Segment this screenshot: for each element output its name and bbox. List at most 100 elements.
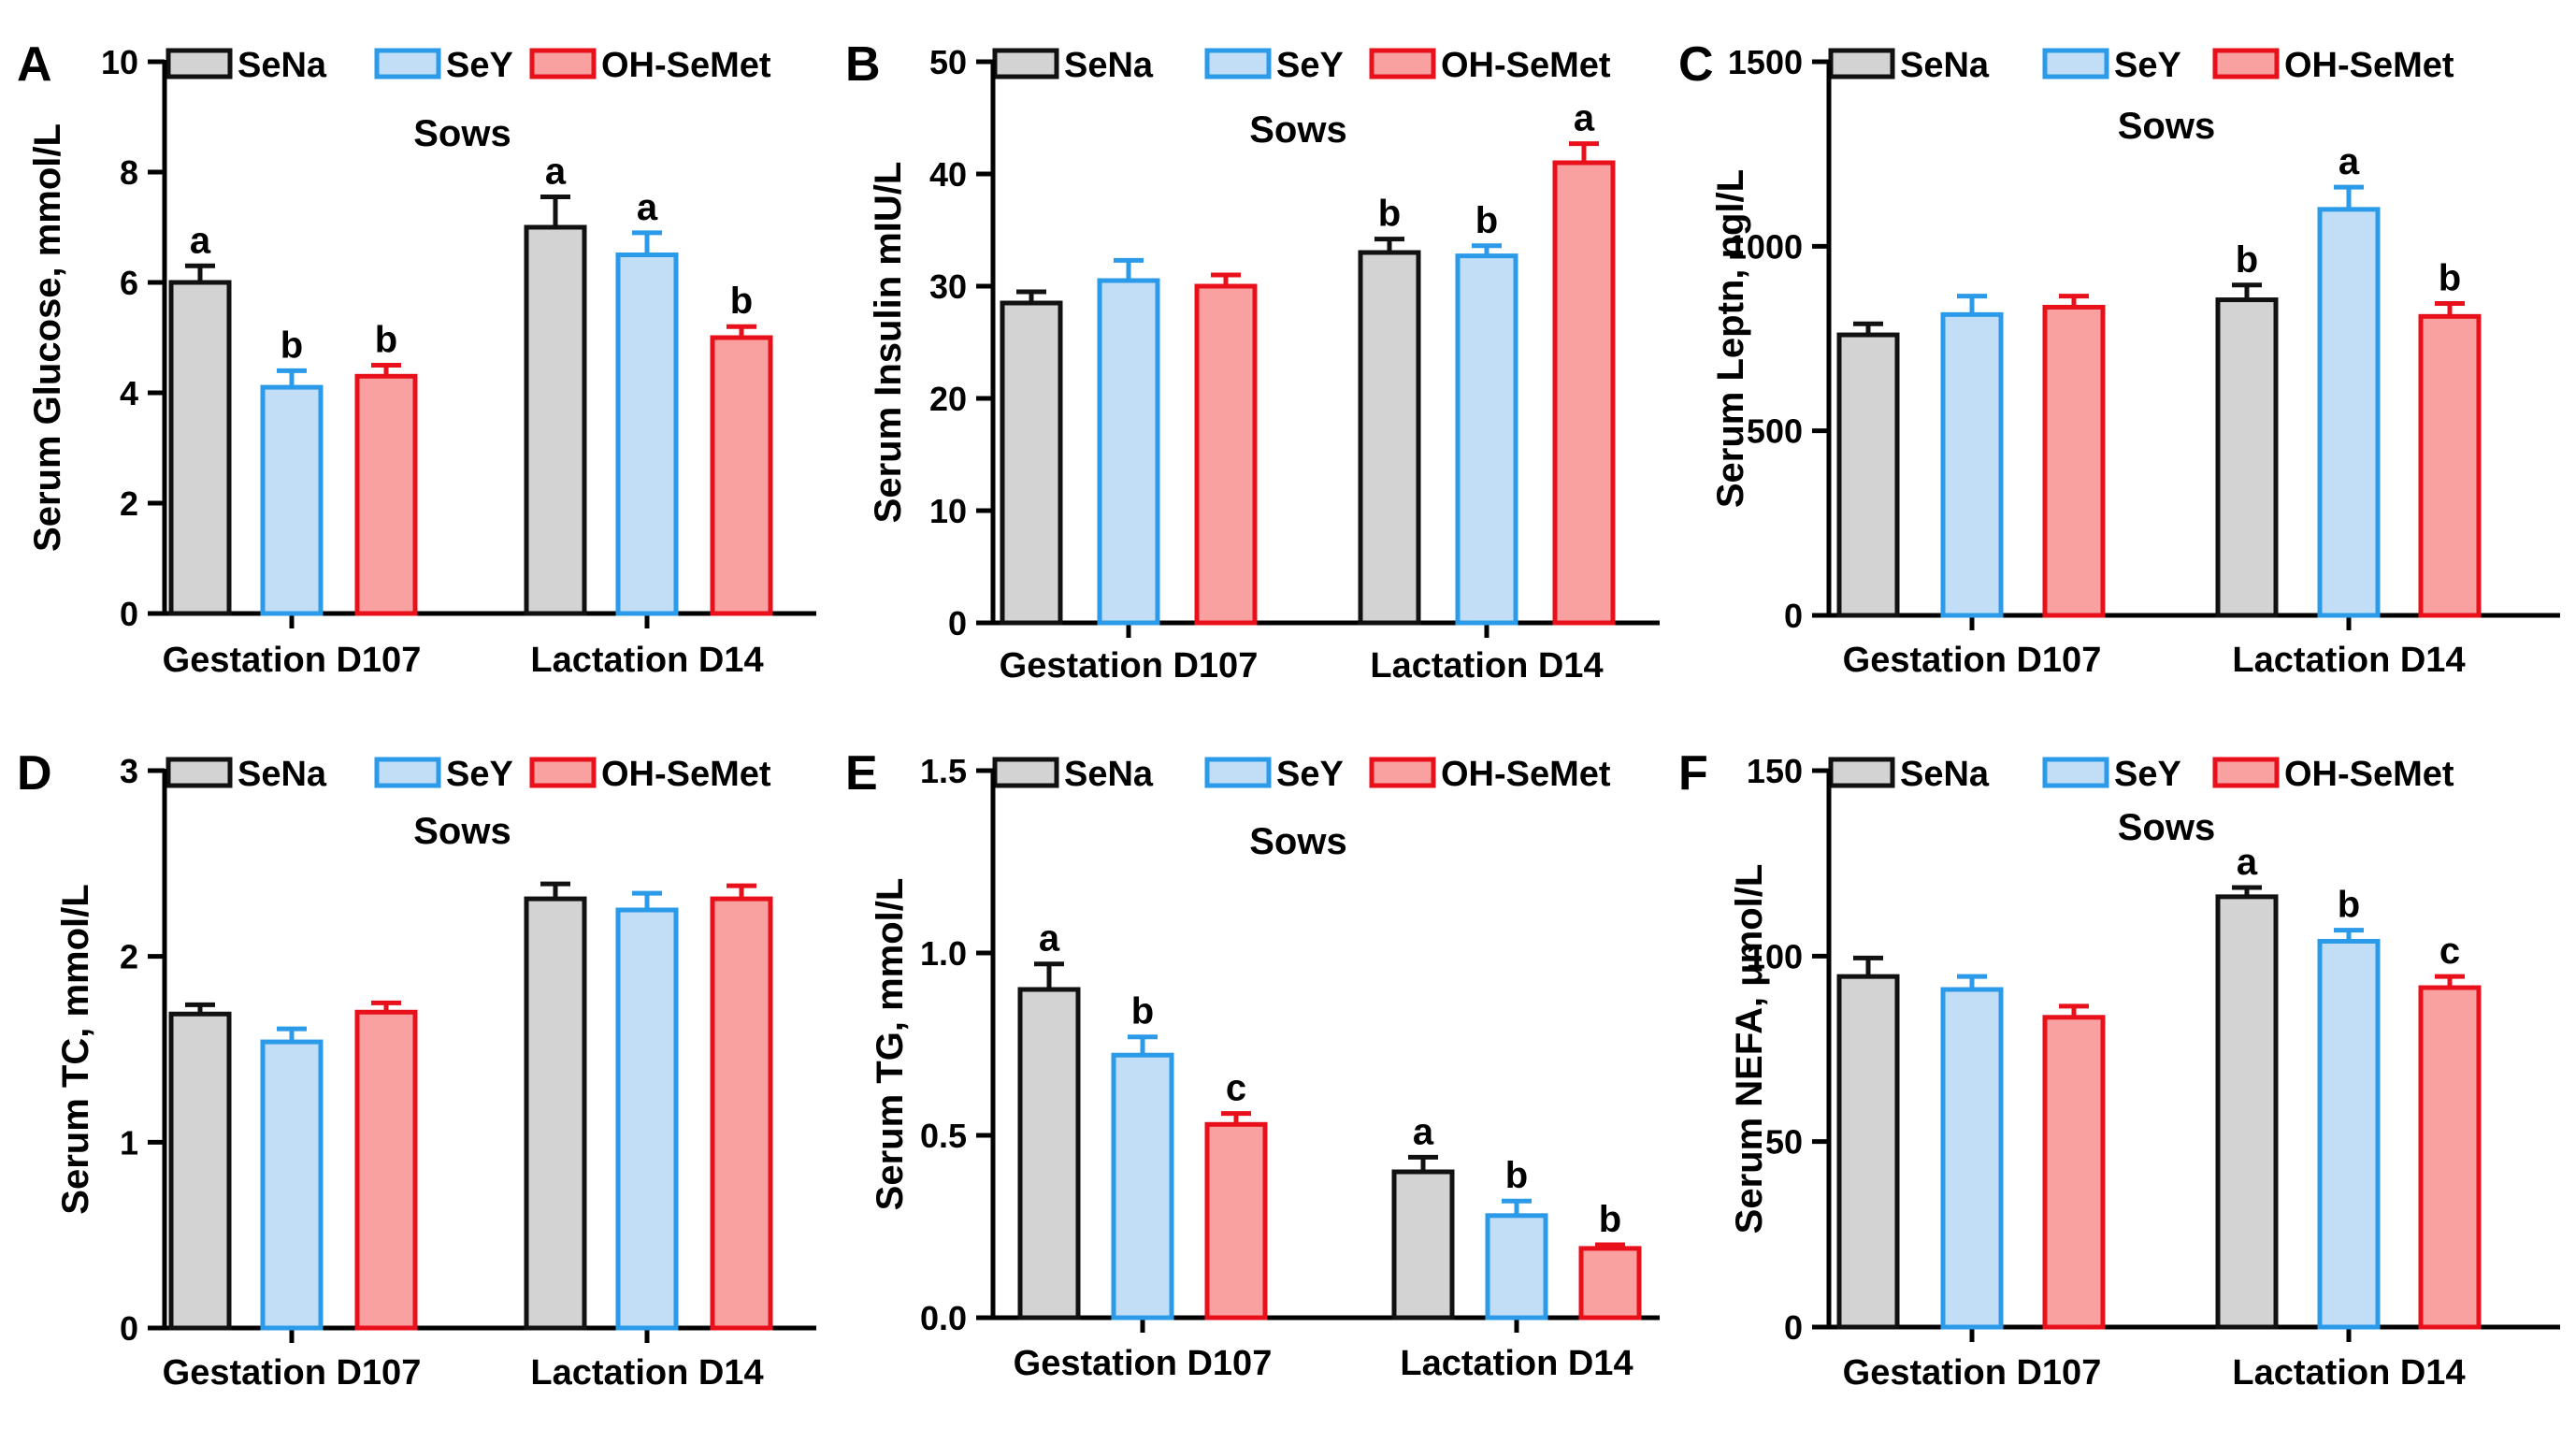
panel-letter: E: [845, 746, 878, 801]
y-tick-label: 3: [120, 752, 138, 790]
bar-sena: [168, 280, 232, 616]
bar-oh-semet: [2042, 1015, 2106, 1330]
legend-swatch: [992, 757, 1059, 788]
bar-oh-semet: [2042, 304, 2106, 618]
significance-letter: a: [1413, 1111, 1434, 1152]
legend-swatch: [165, 48, 233, 79]
legend-label: OH-SeMet: [1441, 755, 1611, 794]
bar-oh-semet: [2418, 985, 2482, 1330]
y-tick-label: 100: [1747, 937, 1803, 975]
y-tick-label: 20: [929, 380, 967, 418]
y-tick-label: 50: [1765, 1123, 1803, 1162]
x-category-label: Gestation D107: [1843, 641, 2102, 680]
bar-sey: [615, 907, 679, 1331]
significance-letter: a: [637, 187, 658, 228]
y-tick-label: 8: [120, 153, 138, 192]
y-axis-label: Serum NEFA, μmol/L: [1729, 864, 1770, 1234]
significance-letter: b: [1475, 200, 1498, 241]
legend-label: OH-SeMet: [2284, 46, 2454, 85]
bar-sena: [2215, 894, 2279, 1330]
bar-oh-semet: [710, 335, 773, 616]
significance-letter: a: [2237, 842, 2258, 883]
bar-sey: [260, 1039, 324, 1331]
significance-letter: b: [2439, 258, 2461, 299]
legend-swatch: [992, 48, 1059, 79]
legend-swatch: [1828, 48, 1895, 79]
bar-sena: [1000, 300, 1063, 626]
significance-letter: b: [2338, 885, 2360, 926]
y-axis-label: Serum Leptn, ngl/L: [1710, 169, 1751, 508]
significance-letter: a: [1574, 98, 1595, 139]
legend-swatch: [374, 757, 441, 788]
legend-label: SeNa: [237, 755, 327, 794]
legend-swatch: [2042, 48, 2109, 79]
y-axis-label: Serum TC, mmol/L: [55, 884, 96, 1214]
bar-sena: [524, 896, 587, 1331]
bar-sey: [2317, 207, 2381, 618]
y-tick-label: 0: [948, 604, 967, 642]
legend-label: SeY: [446, 46, 513, 85]
bar-sena: [2215, 297, 2279, 618]
legend-swatch: [165, 757, 233, 788]
y-tick-label: 0: [1784, 597, 1803, 635]
x-category-label: Lactation D14: [2232, 641, 2465, 680]
bar-sey: [1455, 253, 1518, 626]
x-category-label: Gestation D107: [163, 1353, 422, 1393]
bar-oh-semet: [1578, 1246, 1642, 1321]
bar-oh-semet: [2418, 313, 2482, 618]
y-tick-label: 30: [929, 267, 967, 306]
chart-title: Sows: [1249, 109, 1346, 151]
legend-swatch: [2042, 757, 2109, 788]
y-tick-label: 2: [120, 938, 138, 976]
bar-sey: [1097, 278, 1160, 626]
y-tick-label: 2: [120, 484, 138, 523]
significance-letter: a: [2339, 141, 2360, 182]
bar-sey: [615, 253, 679, 616]
panel-letter: B: [845, 37, 881, 92]
bar-sey: [1940, 311, 2004, 618]
y-axis-label: Serum Glucose, mmol/L: [27, 123, 68, 552]
panel-a: A SeNa SeY OH-SeMet Sows 0 2 4 6 8 10 Serum Glucose…: [17, 37, 816, 680]
legend-label: OH-SeMet: [601, 46, 771, 85]
y-tick-label: 50: [929, 43, 967, 81]
y-axis-label: Serum TG, mmol/L: [870, 878, 911, 1211]
chart-title: Sows: [1249, 821, 1346, 862]
significance-letter: c: [1226, 1068, 1246, 1109]
y-tick-label: 4: [120, 374, 138, 412]
significance-letter: a: [1039, 918, 1060, 960]
bar-oh-semet: [1194, 283, 1258, 626]
legend-swatch: [529, 48, 597, 79]
bar-sey: [260, 384, 324, 616]
legend-label: SeNa: [1064, 755, 1154, 794]
bar-sena: [1358, 250, 1421, 626]
bar-sena: [1391, 1169, 1455, 1321]
panel-c: C SeNa SeY OH-SeMet Sows 0 500 1000 1500 Serum Le…: [1678, 37, 2560, 680]
chart-title: Sows: [413, 113, 511, 154]
legend-label: SeY: [1276, 755, 1344, 794]
bar-sena: [1836, 974, 1900, 1330]
legend-label: SeNa: [1064, 46, 1154, 85]
legend-label: SeNa: [1900, 46, 1990, 85]
bar-oh-semet: [354, 373, 418, 616]
bar-oh-semet: [710, 896, 773, 1331]
legend-label: SeY: [446, 755, 513, 794]
significance-letter: b: [375, 320, 397, 361]
legend-label: OH-SeMet: [1441, 46, 1611, 85]
y-tick-label: 10: [101, 43, 138, 81]
x-category-label: Gestation D107: [1014, 1344, 1273, 1383]
legend-label: OH-SeMet: [601, 755, 771, 794]
significance-letter: b: [1131, 991, 1154, 1032]
significance-letter: b: [730, 281, 753, 322]
legend-swatch: [1369, 757, 1436, 788]
chart-title: Sows: [2118, 106, 2215, 147]
significance-letter: b: [1505, 1155, 1528, 1196]
legend-swatch: [374, 48, 441, 79]
y-tick-label: 10: [929, 492, 967, 530]
legend-label: SeNa: [237, 46, 327, 85]
legend-label: SeY: [2114, 46, 2181, 85]
significance-letter: b: [1378, 194, 1401, 235]
y-tick-label: 0.5: [920, 1117, 967, 1155]
panel-f: F SeNa SeY OH-SeMet Sows 0 50 100 150 Serum NEFA,…: [1678, 746, 2560, 1393]
panel-letter: A: [17, 37, 52, 92]
